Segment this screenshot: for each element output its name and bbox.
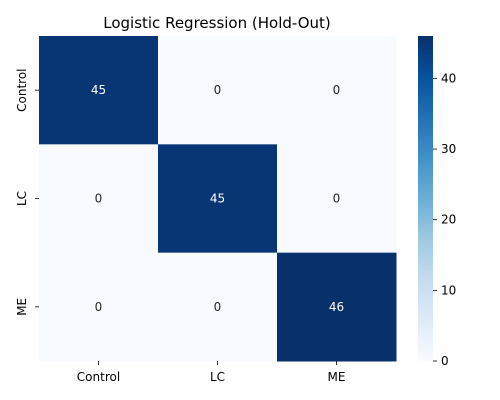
cell-value-label: 45 bbox=[91, 83, 106, 97]
y-tick-label: Control bbox=[15, 68, 29, 111]
cell-value-label: 46 bbox=[329, 300, 344, 314]
heatmap-cell-labels: 45 0 0 0 45 0 0 0 46 bbox=[91, 83, 344, 314]
heatmap-cell bbox=[158, 36, 278, 145]
y-axis: Control LC ME bbox=[15, 68, 39, 316]
heatmap-cell bbox=[277, 144, 397, 254]
heatmap-cell bbox=[158, 144, 278, 254]
x-tick-label: Control bbox=[77, 370, 120, 384]
x-tick-label: LC bbox=[210, 370, 225, 384]
cell-value-label: 0 bbox=[95, 192, 103, 206]
x-axis: Control LC ME bbox=[77, 361, 346, 384]
heatmap-cell bbox=[158, 252, 278, 362]
colorbar-tick-label: 30 bbox=[441, 142, 456, 156]
colorbar-ticks: 0 10 20 30 40 bbox=[433, 71, 456, 368]
heatmap-cell bbox=[39, 144, 159, 254]
cell-value-label: 0 bbox=[214, 83, 222, 97]
heatmap-cell bbox=[277, 36, 397, 145]
colorbar bbox=[418, 36, 433, 361]
heatmap-cell bbox=[39, 252, 159, 362]
y-tick-label: LC bbox=[15, 191, 29, 206]
heatmap-cell bbox=[39, 36, 159, 145]
colorbar-tick-label: 10 bbox=[441, 283, 456, 297]
colorbar-tick-label: 0 bbox=[441, 354, 449, 368]
cell-value-label: 0 bbox=[333, 83, 341, 97]
x-tick-label: ME bbox=[328, 370, 346, 384]
cell-value-label: 0 bbox=[95, 300, 103, 314]
colorbar-tick-label: 20 bbox=[441, 213, 456, 227]
heatmap-cell bbox=[277, 252, 397, 362]
cell-value-label: 0 bbox=[214, 300, 222, 314]
colorbar-tick-label: 40 bbox=[441, 71, 456, 85]
cell-value-label: 45 bbox=[210, 192, 225, 206]
y-tick-label: ME bbox=[15, 298, 29, 316]
chart-title: Logistic Regression (Hold-Out) bbox=[103, 14, 331, 32]
cell-value-label: 0 bbox=[333, 192, 341, 206]
heatmap-cells bbox=[39, 36, 397, 362]
